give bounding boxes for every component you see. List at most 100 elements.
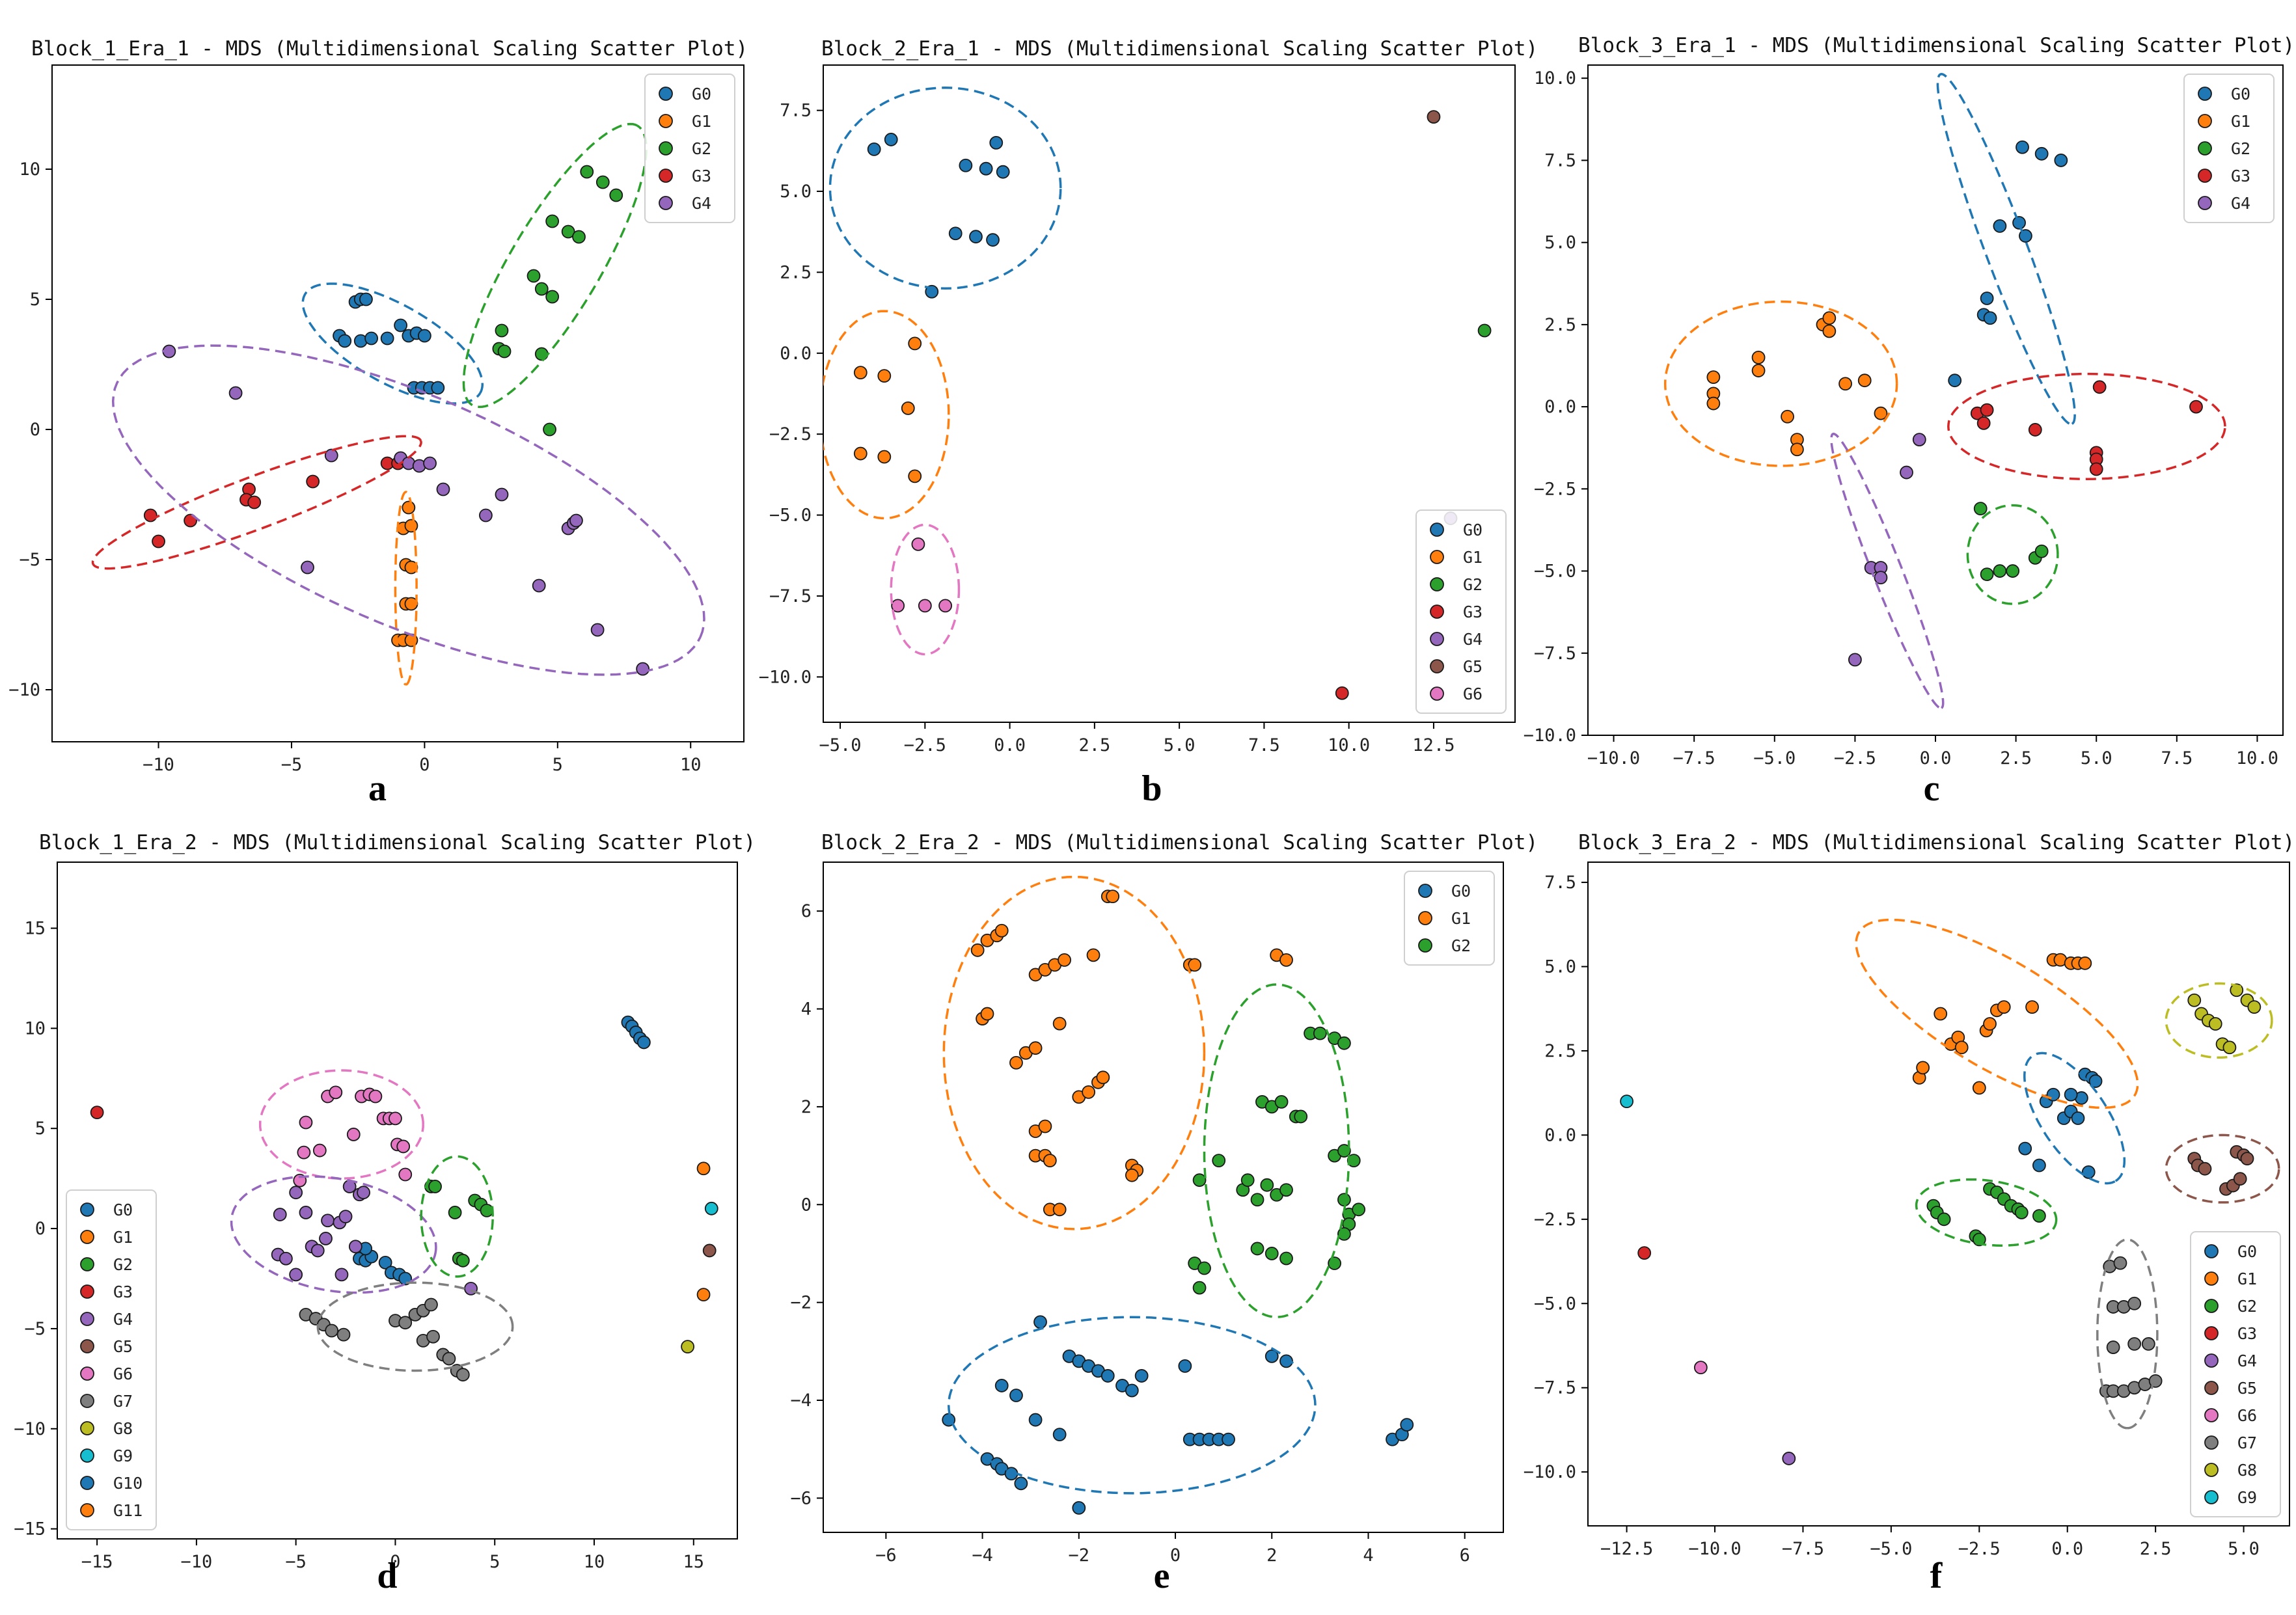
legend-marker bbox=[2198, 87, 2212, 101]
point-g1 bbox=[1983, 1017, 1997, 1031]
x-tick-label: −15 bbox=[81, 1552, 113, 1572]
point-g1 bbox=[1279, 953, 1293, 967]
legend-marker bbox=[2204, 1435, 2219, 1450]
legend-label: G8 bbox=[2237, 1461, 2257, 1480]
x-tick-label: −2.5 bbox=[904, 735, 946, 755]
y-tick-label: 2.5 bbox=[1544, 315, 1576, 335]
plot-area bbox=[1620, 918, 2280, 1465]
x-tick-label: 0.0 bbox=[2051, 1539, 2083, 1559]
point-g1 bbox=[1790, 442, 1804, 457]
point-g1 bbox=[1781, 409, 1794, 424]
panel-letter: e bbox=[1154, 1556, 1170, 1596]
y-tick-label: 0.0 bbox=[1544, 397, 1576, 417]
legend-label: G9 bbox=[2237, 1488, 2257, 1507]
ellipse-g7 bbox=[316, 1281, 514, 1372]
point-g1 bbox=[908, 336, 922, 351]
chart-title: Block_1_Era_1 - MDS (Multidimensional Sc… bbox=[31, 37, 748, 61]
point-g0 bbox=[2064, 1087, 2078, 1102]
x-tick-label: 5.0 bbox=[2081, 748, 2112, 768]
y-tick-label: 10 bbox=[19, 159, 40, 180]
ellipse-g1 bbox=[394, 491, 418, 686]
point-g2 bbox=[428, 1180, 442, 1193]
legend-marker bbox=[2198, 196, 2212, 210]
legend-label: G5 bbox=[2237, 1379, 2257, 1398]
x-tick-label: 0.0 bbox=[994, 735, 1026, 755]
point-g4 bbox=[479, 508, 493, 522]
legend-label: G0 bbox=[692, 85, 711, 103]
point-g2 bbox=[545, 290, 560, 304]
point-g4 bbox=[335, 1268, 349, 1282]
point-g4 bbox=[357, 1186, 370, 1200]
panel-c: Block_3_Era_1 - MDS (Multidimensional Sc… bbox=[1524, 34, 2295, 809]
y-tick-label: −10 bbox=[8, 680, 40, 700]
point-g2 bbox=[1973, 502, 1988, 516]
point-g5 bbox=[2233, 1172, 2247, 1186]
point-g1 bbox=[1125, 1168, 1139, 1182]
y-tick-label: −5 bbox=[24, 1319, 46, 1339]
x-tick-label: 15 bbox=[683, 1552, 705, 1572]
point-g1 bbox=[1086, 948, 1100, 962]
point-g0 bbox=[1264, 1349, 1279, 1363]
point-g4 bbox=[289, 1268, 303, 1282]
y-tick-label: 10 bbox=[24, 1018, 46, 1038]
point-g0 bbox=[1993, 219, 2007, 233]
x-tick-label: 12.5 bbox=[1412, 735, 1455, 755]
ellipse-g6 bbox=[258, 1069, 424, 1180]
point-g3 bbox=[2028, 423, 2042, 437]
ellipse-g2 bbox=[420, 1155, 494, 1278]
y-tick-label: −7.5 bbox=[769, 586, 812, 606]
legend-marker bbox=[80, 1339, 94, 1353]
point-g0 bbox=[359, 292, 373, 306]
x-tick-label: −6 bbox=[875, 1545, 897, 1566]
point-g1 bbox=[1052, 1016, 1067, 1031]
legend-label: G4 bbox=[1463, 630, 1483, 649]
x-tick-label: 5 bbox=[553, 755, 563, 775]
point-g1 bbox=[1188, 958, 1202, 972]
point-g0 bbox=[1400, 1418, 1414, 1432]
y-tick-label: −10.0 bbox=[1524, 726, 1576, 746]
point-g0 bbox=[1983, 311, 1997, 325]
x-tick-label: −2.5 bbox=[1958, 1539, 2001, 1559]
legend-label: G4 bbox=[2231, 194, 2250, 213]
x-tick-label: 2.5 bbox=[2140, 1539, 2172, 1559]
axes-frame bbox=[1587, 64, 2284, 736]
legend-label: G7 bbox=[113, 1392, 133, 1411]
point-g3 bbox=[152, 534, 165, 549]
y-tick-label: 2 bbox=[801, 1097, 812, 1117]
ellipse-g1 bbox=[823, 310, 950, 520]
point-g6 bbox=[389, 1111, 402, 1126]
point-g3 bbox=[1976, 416, 1991, 430]
point-g2 bbox=[1279, 1183, 1293, 1197]
point-g1 bbox=[1082, 1085, 1096, 1099]
point-g9 bbox=[1620, 1094, 1633, 1109]
x-tick-label: 10.0 bbox=[2236, 748, 2278, 768]
point-g7 bbox=[424, 1297, 438, 1312]
x-tick-label: 0 bbox=[390, 1552, 400, 1572]
point-g6 bbox=[911, 537, 925, 551]
point-g0 bbox=[1100, 1369, 1115, 1383]
point-g0 bbox=[2054, 154, 2068, 167]
panel-letter: f bbox=[1930, 1556, 1943, 1596]
legend-marker bbox=[2198, 114, 2212, 128]
legend-label: G0 bbox=[113, 1201, 133, 1219]
ellipse-g5 bbox=[2165, 1133, 2280, 1204]
point-g6 bbox=[368, 1089, 383, 1104]
point-g2 bbox=[1993, 564, 2007, 578]
legend-label: G9 bbox=[113, 1446, 133, 1465]
legend-marker bbox=[80, 1257, 94, 1271]
point-g6 bbox=[938, 599, 952, 613]
panel-b: Block_2_Era_1 - MDS (Multidimensional Sc… bbox=[759, 37, 1538, 809]
point-g0 bbox=[2034, 146, 2049, 161]
point-g6 bbox=[346, 1128, 361, 1141]
point-g6 bbox=[312, 1143, 327, 1158]
legend-marker bbox=[659, 141, 673, 156]
point-g4 bbox=[279, 1251, 293, 1266]
chart-title: Block_2_Era_1 - MDS (Multidimensional Sc… bbox=[821, 37, 1538, 61]
point-g6 bbox=[329, 1085, 343, 1100]
point-g2 bbox=[2014, 1206, 2029, 1219]
point-g4 bbox=[338, 1210, 353, 1224]
point-g2 bbox=[448, 1206, 462, 1219]
y-tick-label: 0 bbox=[35, 1219, 46, 1239]
point-g0 bbox=[431, 381, 445, 395]
point-g1 bbox=[1096, 1070, 1110, 1085]
